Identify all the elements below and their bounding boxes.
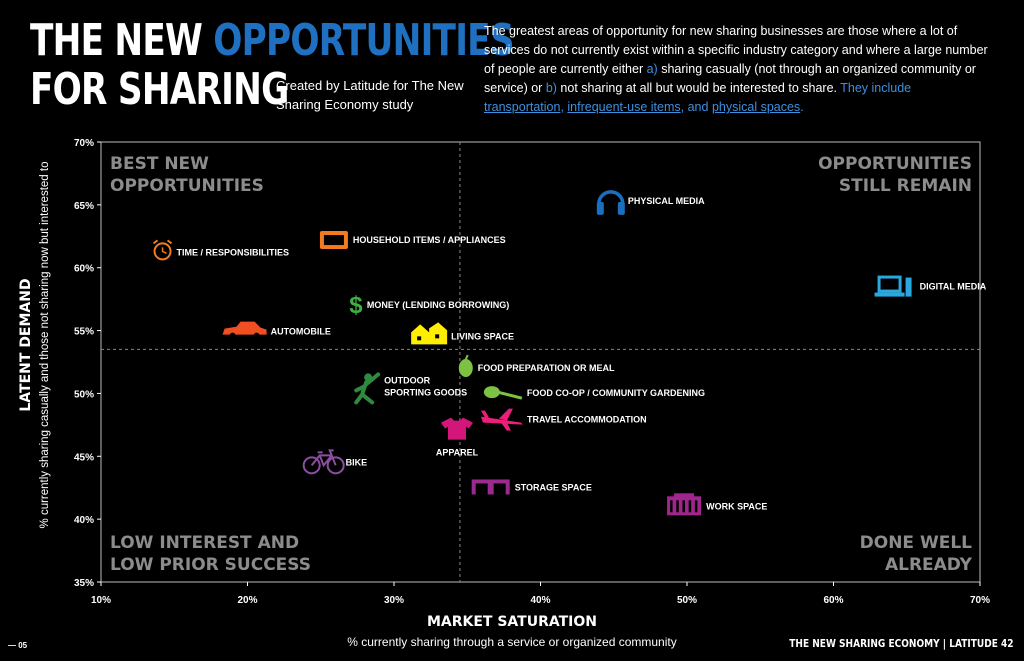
point-label: TRAVEL ACCOMMODATION (527, 415, 647, 425)
point-label: DIGITAL MEDIA (920, 282, 987, 292)
car-icon (222, 321, 267, 339)
data-point: DIGITAL MEDIA (874, 275, 987, 297)
point-label: HOUSEHOLD ITEMS / APPLIANCES (353, 235, 506, 245)
point-label: AUTOMOBILE (271, 327, 331, 337)
x-axis-title: MARKET SATURATION (427, 614, 597, 630)
shovel-icon (483, 386, 523, 400)
appliance-icon (319, 231, 348, 250)
desc-text-2: sharing casually (not through an organiz… (484, 62, 976, 95)
point-label: OUTDOOR (384, 375, 430, 385)
point-label: MONEY (LENDING BORROWING) (367, 300, 509, 310)
y-tick-label: 55% (74, 327, 94, 338)
y-tick-label: 60% (74, 264, 94, 275)
publication-credit: THE NEW SHARING ECONOMY | LATITUDE 42 (789, 637, 1014, 650)
data-point: HOUSEHOLD ITEMS / APPLIANCES (319, 231, 506, 250)
clock-icon (152, 239, 173, 261)
desc-text-1: The greatest areas of opportunity for ne… (484, 24, 988, 76)
point-label: SPORTING GOODS (384, 387, 467, 397)
plot-frame (100, 141, 981, 583)
x-tick-label: 50% (677, 595, 697, 606)
data-point: $ MONEY (LENDING BORROWING) (349, 292, 509, 319)
data-point: STORAGE SPACE (471, 479, 592, 495)
desc-end: . (800, 100, 804, 114)
data-point: PHYSICAL MEDIA (596, 190, 705, 215)
bike-icon (302, 449, 345, 475)
point-label: FOOD PREPARATION OR MEAL (478, 363, 615, 373)
desc-comma-2: , and (680, 100, 712, 114)
desc-text-4: They include (840, 81, 912, 95)
x-tick-label: 70% (970, 595, 990, 606)
page-title: THE NEW OPPORTUNITIES FOR SHARING (30, 15, 515, 115)
y-tick-label: 40% (74, 515, 94, 526)
data-point: TIME / RESPONSIBILITIES (152, 239, 290, 261)
credit-text: Created by Latitude for The New Sharing … (276, 78, 464, 112)
point-label: WORK SPACE (706, 501, 767, 511)
batter-icon (354, 372, 381, 405)
pepper-icon (458, 354, 473, 378)
desc-marker-b: b) (545, 81, 557, 95)
y-axis-subtitle: % currently sharing casually and those n… (39, 162, 51, 529)
y-tick-label: 50% (74, 389, 94, 400)
y-tick-label: 35% (74, 578, 94, 589)
page-number: — 05 (8, 641, 28, 650)
x-axis-subtitle: % currently sharing through a service or… (347, 635, 676, 649)
quadrant-label-low-interest: LOW INTEREST AND (110, 533, 299, 553)
data-point: FOOD PREPARATION OR MEAL (458, 354, 615, 378)
point-label: BIKE (346, 457, 368, 467)
desc-text-3: not sharing at all but would be interest… (556, 81, 841, 95)
data-point: WORK SPACE (667, 493, 767, 516)
airplane-icon (480, 408, 523, 431)
y-axis-title: LATENT DEMAND (18, 278, 34, 411)
dollar-icon: $ (349, 292, 363, 319)
quadrant-label-done-well: ALREADY (885, 555, 973, 575)
storage-icon (471, 479, 510, 495)
title-accent: OPPORTUNITIES (213, 15, 514, 66)
title-line2: FOR SHARING (30, 64, 289, 115)
y-tick-label: 45% (74, 452, 94, 463)
quadrant-label-low-interest: LOW PRIOR SUCCESS (110, 555, 311, 575)
quadrant-label-done-well: DONE WELL (860, 533, 973, 553)
x-tick-label: 30% (384, 595, 404, 606)
point-label: STORAGE SPACE (515, 482, 592, 492)
infrequent-use-items-link[interactable]: infrequent-use items (567, 100, 681, 114)
computer-icon (874, 275, 912, 297)
data-point: TRAVEL ACCOMMODATION (480, 408, 647, 431)
x-tick-label: 10% (91, 595, 111, 606)
point-label: FOOD CO-OP / COMMUNITY GARDENING (527, 388, 705, 398)
data-point: OUTDOOR SPORTING GOODS (354, 372, 467, 405)
quadrant-label-still-remain: STILL REMAIN (839, 176, 972, 196)
title-part1: THE NEW (30, 15, 214, 66)
y-tick-label: 70% (74, 138, 94, 149)
point-label: LIVING SPACE (451, 331, 514, 341)
svg-text:$: $ (349, 292, 363, 319)
desc-marker-a: a) (646, 62, 658, 76)
house-icon (411, 322, 448, 345)
data-point: APPAREL (436, 417, 479, 458)
point-label: APPAREL (436, 448, 479, 458)
quadrant-label-best-new: OPPORTUNITIES (110, 176, 264, 196)
shirt-icon (440, 417, 473, 440)
description: The greatest areas of opportunity for ne… (484, 22, 989, 117)
physical-spaces-link[interactable]: physical spaces (711, 100, 801, 114)
x-tick-label: 60% (823, 595, 843, 606)
quadrant-label-still-remain: OPPORTUNITIES (818, 154, 972, 174)
building-icon (667, 493, 702, 516)
transportation-link[interactable]: transportation (484, 100, 561, 114)
headphones-icon (596, 190, 625, 215)
quadrant-label-best-new: BEST NEW (110, 154, 209, 174)
desc-comma-1: , (560, 100, 568, 114)
x-tick-label: 20% (237, 595, 257, 606)
data-point: LIVING SPACE (411, 322, 514, 345)
x-tick-label: 40% (530, 595, 550, 606)
data-point: FOOD CO-OP / COMMUNITY GARDENING (483, 386, 705, 400)
point-label: PHYSICAL MEDIA (628, 196, 705, 206)
data-point: BIKE (302, 449, 368, 475)
y-tick-label: 65% (74, 201, 94, 212)
data-point: AUTOMOBILE (222, 321, 331, 339)
point-label: TIME / RESPONSIBILITIES (177, 247, 290, 257)
